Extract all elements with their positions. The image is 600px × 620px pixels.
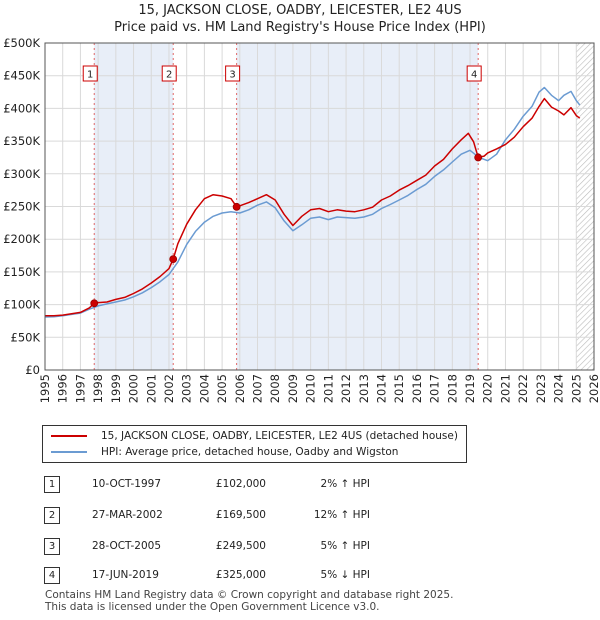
y-tick-label: £150K bbox=[3, 265, 40, 279]
sale-hpi-diff: 5% ↑ HPI bbox=[320, 540, 370, 552]
sale-hpi-diff: 5% ↓ HPI bbox=[320, 569, 370, 581]
sale-label-box bbox=[161, 65, 177, 82]
y-tick-label: £50K bbox=[11, 330, 41, 344]
x-tick-label: 2008 bbox=[268, 374, 282, 403]
y-tick-label: £500K bbox=[3, 36, 40, 50]
sale-date: 10-OCT-1997 bbox=[92, 478, 161, 490]
legend-property-label: 15, JACKSON CLOSE, OADBY, LEICESTER, LE2… bbox=[101, 430, 458, 442]
sale-price: £249,500 bbox=[215, 540, 266, 552]
x-tick-label: 2024 bbox=[552, 374, 566, 403]
price-chart: 1 2 3 4 £0 £50K £100K £150K £200K £250K £300K £350… bbox=[3, 36, 600, 403]
legend-item-hpi: HPI: Average price, detached house, Oadb… bbox=[51, 444, 398, 460]
x-tick-label: 2023 bbox=[534, 374, 548, 403]
x-tick-label: 2004 bbox=[197, 374, 211, 403]
sale-number: 4 bbox=[44, 567, 60, 584]
x-tick-label: 2022 bbox=[516, 374, 530, 403]
y-tick-label: £100K bbox=[3, 298, 40, 312]
y-tick-label: £250K bbox=[3, 200, 40, 214]
sale-price: £169,500 bbox=[215, 509, 266, 521]
sale-label-box bbox=[225, 65, 241, 82]
x-tick-label: 1998 bbox=[91, 374, 105, 403]
x-tick-label: 2025 bbox=[569, 374, 583, 403]
x-tick-label: 2016 bbox=[410, 374, 424, 403]
sale-label-box bbox=[82, 65, 98, 82]
x-tick-label: 2005 bbox=[215, 374, 229, 403]
sale-hpi-diff: 2% ↑ HPI bbox=[320, 478, 370, 490]
chart-subtitle: Price paid vs. HM Land Registry's House … bbox=[114, 20, 486, 35]
y-tick-label: £0 bbox=[25, 363, 40, 377]
x-tick-label: 1996 bbox=[56, 374, 70, 403]
sale-number: 1 bbox=[44, 476, 60, 493]
sale-point bbox=[232, 202, 241, 211]
x-tick-label: 2011 bbox=[321, 374, 335, 403]
sale-point bbox=[169, 255, 178, 264]
x-tick-label: 1995 bbox=[38, 374, 52, 403]
sale-date: 17-JUN-2019 bbox=[92, 569, 159, 581]
hpi-line bbox=[45, 86, 581, 318]
x-tick-label: 2000 bbox=[127, 374, 141, 403]
x-tick-label: 2014 bbox=[374, 374, 388, 403]
x-tick-label: 2009 bbox=[286, 374, 300, 403]
y-tick-label: £200K bbox=[3, 232, 40, 246]
x-tick-label: 2015 bbox=[392, 374, 406, 403]
sale-number: 3 bbox=[44, 538, 60, 555]
sale-number: 2 bbox=[44, 507, 60, 524]
x-tick-label: 2002 bbox=[162, 374, 176, 403]
x-tick-label: 2006 bbox=[233, 374, 247, 403]
legend-hpi-label: HPI: Average price, detached house, Oadb… bbox=[101, 446, 399, 458]
sale-price: £325,000 bbox=[215, 569, 266, 581]
sale-date: 28-OCT-2005 bbox=[92, 540, 161, 552]
x-tick-label: 2026 bbox=[587, 374, 600, 403]
copyright-footer: Contains HM Land Registry data © Crown c… bbox=[45, 589, 454, 601]
x-tick-label: 2021 bbox=[498, 374, 512, 403]
y-tick-label: £350K bbox=[3, 134, 40, 148]
y-tick-label: £450K bbox=[3, 69, 40, 83]
x-tick-label: 2010 bbox=[304, 374, 318, 403]
sale-label-number: 2 bbox=[166, 70, 172, 81]
licence-footer: This data is licensed under the Open Gov… bbox=[45, 601, 380, 613]
chart-legend: 15, JACKSON CLOSE, OADBY, LEICESTER, LE2… bbox=[42, 425, 467, 463]
sale-date: 27-MAR-2002 bbox=[92, 509, 163, 521]
x-tick-label: 1997 bbox=[73, 374, 87, 403]
property-price-line bbox=[45, 97, 581, 317]
x-tick-label: 1999 bbox=[109, 374, 123, 403]
x-tick-label: 2001 bbox=[144, 374, 158, 403]
sale-label-number: 3 bbox=[229, 70, 235, 81]
legend-item-property: 15, JACKSON CLOSE, OADBY, LEICESTER, LE2… bbox=[51, 428, 458, 444]
sale-label-box bbox=[466, 65, 482, 82]
x-tick-label: 2018 bbox=[445, 374, 459, 403]
sale-label-number: 1 bbox=[87, 70, 93, 81]
y-tick-label: £400K bbox=[3, 101, 40, 115]
sale-point bbox=[90, 299, 99, 308]
legend-hpi-swatch bbox=[51, 451, 87, 453]
sale-row: 1 10-OCT-1997 £102,000 2% ↑ HPI bbox=[0, 475, 600, 495]
sale-label-number: 4 bbox=[471, 70, 477, 81]
sale-row: 3 28-OCT-2005 £249,500 5% ↑ HPI bbox=[0, 537, 600, 557]
x-tick-label: 2012 bbox=[339, 374, 353, 403]
x-tick-label: 2007 bbox=[251, 374, 265, 403]
sale-row: 4 17-JUN-2019 £325,000 5% ↓ HPI bbox=[0, 566, 600, 586]
sale-price: £102,000 bbox=[215, 478, 266, 490]
chart-title: 15, JACKSON CLOSE, OADBY, LEICESTER, LE2… bbox=[138, 3, 462, 18]
x-tick-label: 2017 bbox=[428, 374, 442, 403]
x-tick-label: 2020 bbox=[481, 374, 495, 403]
x-tick-label: 2013 bbox=[357, 374, 371, 403]
x-tick-label: 2019 bbox=[463, 374, 477, 403]
y-tick-label: £300K bbox=[3, 167, 40, 181]
x-tick-label: 2003 bbox=[180, 374, 194, 403]
sale-point bbox=[474, 153, 483, 162]
sale-hpi-diff: 12% ↑ HPI bbox=[313, 509, 370, 521]
legend-property-swatch bbox=[51, 435, 87, 437]
sale-row: 2 27-MAR-2002 £169,500 12% ↑ HPI bbox=[0, 506, 600, 526]
